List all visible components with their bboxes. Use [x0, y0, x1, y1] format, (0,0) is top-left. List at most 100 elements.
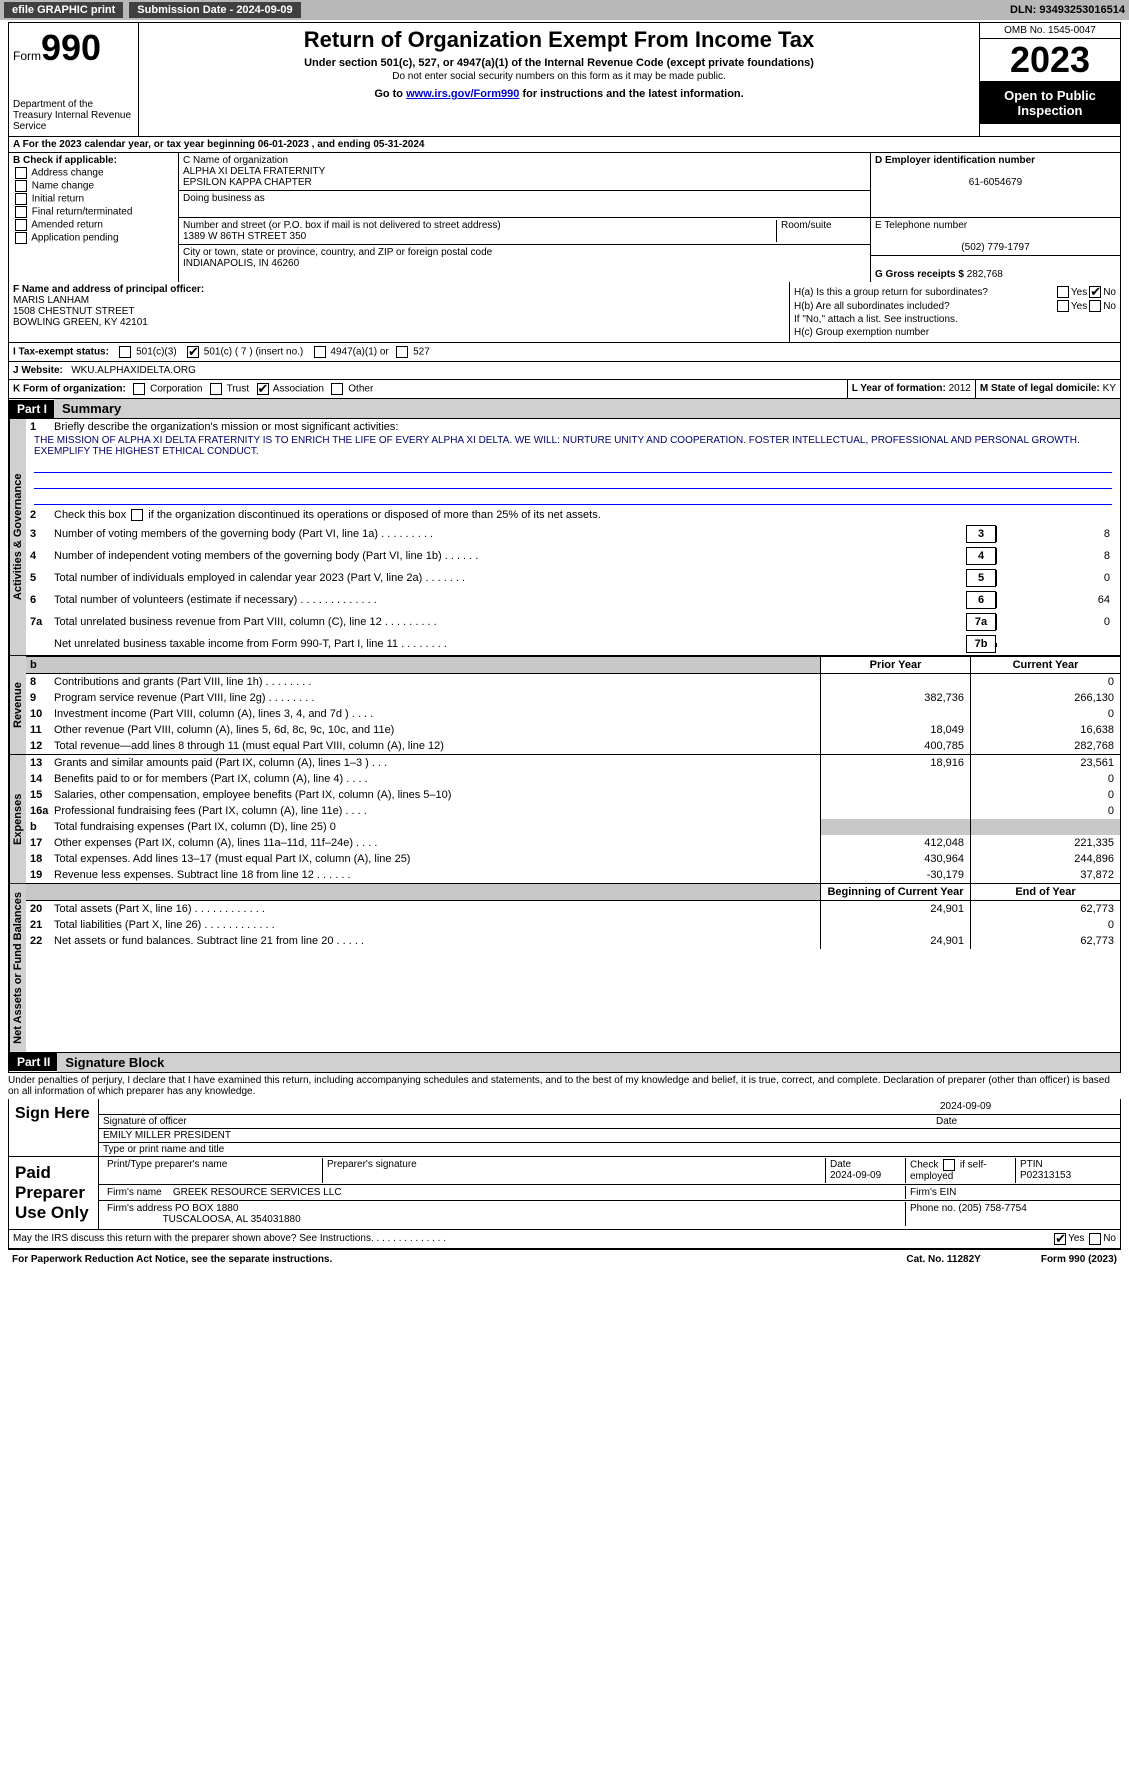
header-mid: Return of Organization Exempt From Incom…	[139, 23, 980, 136]
l7a-text: Total unrelated business revenue from Pa…	[54, 616, 966, 628]
part2-header: Part II Signature Block	[8, 1053, 1121, 1073]
box-b-title: B Check if applicable:	[13, 155, 117, 166]
cb-trust[interactable]	[210, 383, 222, 395]
submission-date-button[interactable]: Submission Date - 2024-09-09	[129, 2, 300, 18]
cb-application-pending[interactable]: Application pending	[13, 232, 174, 244]
cb-discuss-yes[interactable]	[1054, 1233, 1066, 1245]
print-prep-label: Print/Type preparer's name	[103, 1158, 323, 1183]
cb-discuss-no[interactable]	[1089, 1233, 1101, 1245]
box-f: F Name and address of principal officer:…	[9, 282, 790, 342]
part1-header: Part I Summary	[8, 399, 1121, 419]
cb-self-employed[interactable]	[943, 1159, 955, 1171]
form-subtitle: Under section 501(c), 527, or 4947(a)(1)…	[145, 57, 973, 69]
ha-no[interactable]	[1089, 286, 1101, 298]
footer-mid: Cat. No. 11282Y	[906, 1254, 980, 1265]
l10-text: Investment income (Part VIII, column (A)…	[50, 706, 820, 722]
l13-prior: 18,916	[820, 755, 970, 771]
cb-initial-return[interactable]: Initial return	[13, 193, 174, 205]
l10-curr: 0	[970, 706, 1120, 722]
org-name-2: EPSILON KAPPA CHAPTER	[183, 177, 312, 188]
efile-print-button[interactable]: efile GRAPHIC print	[4, 2, 123, 18]
form-header: Form 990 Department of the Treasury Inte…	[8, 22, 1121, 137]
cb-address-change[interactable]: Address change	[13, 167, 174, 179]
l22-prior: 24,901	[820, 933, 970, 949]
sig-officer-label: Signature of officer	[103, 1116, 936, 1127]
website-value: WKU.ALPHAXIDELTA.ORG	[71, 365, 196, 376]
street-label: Number and street (or P.O. box if mail i…	[183, 220, 501, 231]
section-netassets: Net Assets or Fund Balances Beginning of…	[9, 884, 1120, 1052]
row-i: I Tax-exempt status: 501(c)(3) 501(c) ( …	[8, 343, 1121, 362]
l10-prior	[820, 706, 970, 722]
l12-curr: 282,768	[970, 738, 1120, 754]
box-c: C Name of organization ALPHA XI DELTA FR…	[179, 153, 1120, 282]
l13-text: Grants and similar amounts paid (Part IX…	[50, 755, 820, 771]
row-fh: F Name and address of principal officer:…	[8, 282, 1121, 343]
firm-ein-label: Firm's EIN	[906, 1186, 1116, 1199]
sig-date: 2024-09-09	[936, 1100, 1116, 1113]
cb-4947[interactable]	[314, 346, 326, 358]
gross-value: 282,768	[967, 269, 1003, 280]
cb-501c3[interactable]	[119, 346, 131, 358]
officer-street: 1508 CHESTNUT STREET	[13, 306, 135, 317]
l6-val: 64	[996, 592, 1116, 608]
l17-curr: 221,335	[970, 835, 1120, 851]
cb-assoc[interactable]	[257, 383, 269, 395]
street-value: 1389 W 86TH STREET 350	[183, 231, 306, 242]
goto-link[interactable]: Go to www.irs.gov/Form990 for instructio…	[145, 88, 973, 100]
name-label: C Name of organization	[183, 155, 288, 166]
prep-sig-label: Preparer's signature	[323, 1158, 826, 1183]
phone-label: E Telephone number	[875, 220, 967, 231]
l7b-text: Net unrelated business taxable income fr…	[54, 638, 966, 650]
l12-text: Total revenue—add lines 8 through 11 (mu…	[50, 738, 820, 754]
cb-501c[interactable]	[187, 346, 199, 358]
hb-yes[interactable]	[1057, 300, 1069, 312]
form-word: Form	[13, 49, 41, 63]
cb-corp[interactable]	[133, 383, 145, 395]
grid-bc: B Check if applicable: Address change Na…	[8, 153, 1121, 282]
l14-prior	[820, 771, 970, 787]
ptin-val: P02313153	[1020, 1170, 1071, 1181]
firm-addr-val: PO BOX 1880	[175, 1203, 238, 1214]
side-expenses: Expenses	[9, 755, 26, 883]
ha-yes[interactable]	[1057, 286, 1069, 298]
l14-curr: 0	[970, 771, 1120, 787]
hc-label: H(c) Group exemption number	[794, 327, 929, 338]
cb-527[interactable]	[396, 346, 408, 358]
l3-val: 8	[996, 526, 1116, 542]
sign-here-label: Sign Here	[9, 1099, 99, 1156]
phone-value: (502) 779-1797	[875, 242, 1116, 253]
l11-prior: 18,049	[820, 722, 970, 738]
form-title: Return of Organization Exempt From Incom…	[145, 27, 973, 53]
l8-prior	[820, 674, 970, 690]
l22-curr: 62,773	[970, 933, 1120, 949]
l16a-text: Professional fundraising fees (Part IX, …	[50, 803, 820, 819]
form-subtitle2: Do not enter social security numbers on …	[145, 71, 973, 82]
cb-other[interactable]	[331, 383, 343, 395]
form-number: 990	[41, 27, 101, 69]
l11-text: Other revenue (Part VIII, column (A), li…	[50, 722, 820, 738]
cb-discontinued[interactable]	[131, 509, 143, 521]
part1-title: Summary	[54, 399, 1120, 418]
cb-amended-return[interactable]: Amended return	[13, 219, 174, 231]
l2-text: Check this box if the organization disco…	[54, 509, 1116, 521]
omb-label: OMB No. 1545-0047	[980, 23, 1120, 39]
firm-addr2-val: TUSCALOOSA, AL 354031880	[163, 1214, 301, 1225]
box-h: H(a) Is this a group return for subordin…	[790, 282, 1120, 342]
l21-text: Total liabilities (Part X, line 26) . . …	[50, 917, 820, 933]
topbar: efile GRAPHIC print Submission Date - 20…	[0, 0, 1129, 20]
cb-final-return[interactable]: Final return/terminated	[13, 206, 174, 218]
dln-label: DLN: 93493253016514	[1010, 4, 1125, 16]
officer-label: F Name and address of principal officer:	[13, 284, 204, 295]
prep-date-val: 2024-09-09	[830, 1170, 881, 1181]
cb-name-change[interactable]: Name change	[13, 180, 174, 192]
l22-text: Net assets or fund balances. Subtract li…	[50, 933, 820, 949]
end-header: End of Year	[970, 884, 1120, 901]
officer-name-val: EMILY MILLER PRESIDENT	[103, 1130, 231, 1141]
l17-text: Other expenses (Part IX, column (A), lin…	[50, 835, 820, 851]
year-formation: 2012	[949, 383, 971, 394]
l6-text: Total number of volunteers (estimate if …	[54, 594, 966, 606]
dba-label: Doing business as	[183, 193, 265, 215]
hb-no[interactable]	[1089, 300, 1101, 312]
gross-label: G Gross receipts $	[875, 269, 964, 280]
state-domicile: KY	[1103, 383, 1116, 394]
